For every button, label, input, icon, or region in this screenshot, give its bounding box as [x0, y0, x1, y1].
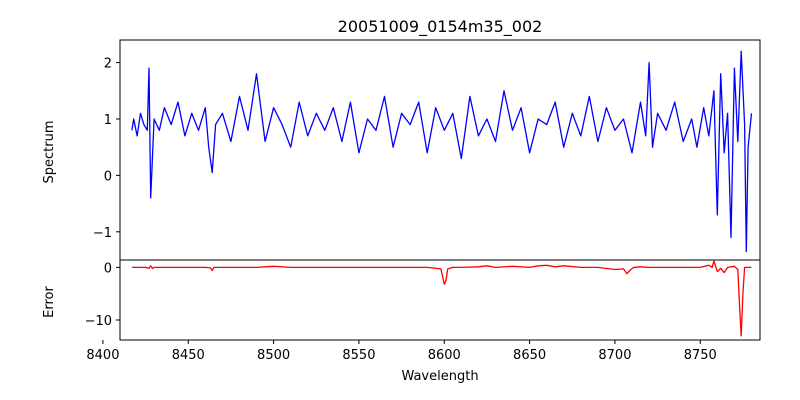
error-panel: −10 0 8400 8450 8500 8550 8600 8650 8700 8750	[85, 259, 761, 363]
x-tick-label: 8600	[428, 348, 461, 363]
error-axes-frame	[119, 259, 761, 341]
spectrum-y-tick-label: 1	[104, 113, 112, 128]
x-tick-label: 8450	[172, 348, 205, 363]
error-y-tick-label: −10	[85, 314, 112, 329]
x-tick-label: 8750	[684, 348, 717, 363]
x-tick-label: 8650	[513, 348, 546, 363]
error-y-tick-label: 0	[104, 261, 112, 276]
error-y-axis-label: Error	[42, 286, 57, 318]
error-series-line-0	[131, 260, 752, 337]
spectrum-y-tick-label: 2	[104, 57, 112, 72]
spectrum-y-axis-label: Spectrum	[42, 121, 57, 184]
x-axis-label: Wavelength	[401, 369, 478, 384]
chart-title: 20051009_0154m35_002	[338, 17, 543, 37]
x-tick-label: 8550	[342, 348, 375, 363]
x-tick-label: 8700	[598, 348, 631, 363]
spectrum-series-line-0	[131, 50, 753, 253]
spectrum-y-tick-label: −1	[93, 226, 112, 241]
spectrum-y-tick-label: 0	[104, 169, 112, 184]
x-tick-label: 8400	[86, 348, 119, 363]
x-tick-label: 8500	[257, 348, 290, 363]
